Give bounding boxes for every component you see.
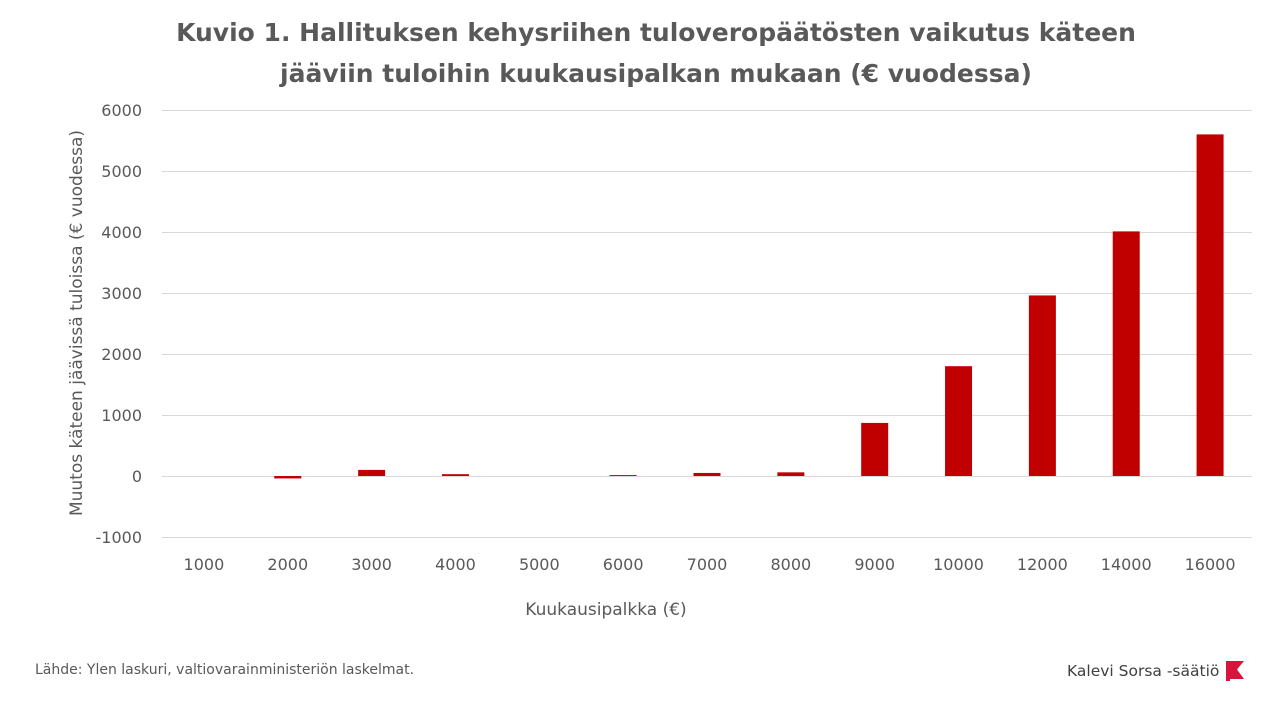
x-tick-label: 16000 [1185,555,1236,574]
x-tick-label: 7000 [687,555,728,574]
bar [609,475,637,476]
y-tick-label: 1000 [101,406,142,425]
gridlines [162,110,1252,538]
y-tick-label: 5000 [101,162,142,181]
bar [274,476,302,479]
x-tick-label: 14000 [1101,555,1152,574]
bar [777,472,805,476]
bar [945,366,973,476]
y-tick-label: 4000 [101,223,142,242]
bar [358,469,386,476]
x-tick-label: 4000 [435,555,476,574]
x-tick-label: 3000 [351,555,392,574]
x-tick-label: 12000 [1017,555,1068,574]
y-tick-label: 3000 [101,284,142,303]
x-tick-label: 5000 [519,555,560,574]
x-tick-label: 1000 [184,555,225,574]
bar [861,422,889,476]
y-tick-label: 6000 [101,101,142,120]
x-axis-tick-labels: 1000 2000 3000 4000 5000 6000 7000 8000 9000 1000… [184,555,1236,574]
bar [1028,295,1056,476]
bar [693,472,721,476]
bar [1196,134,1224,476]
x-axis-title: Kuukausipalkka (€) [525,600,686,620]
brand-name: Kalevi Sorsa -säätiö [1067,662,1220,680]
brand: Kalevi Sorsa -säätiö [1067,660,1245,682]
chart-title-line-1: Kuvio 1. Hallituksen kehysriihen tulover… [176,18,1136,47]
y-tick-label: 2000 [101,345,142,364]
y-axis-tick-labels: 6000 5000 4000 3000 2000 1000 0 -1000 [96,101,143,547]
source-note: Lähde: Ylen laskuri, valtiovarainministe… [35,662,415,678]
x-tick-label: 8000 [770,555,811,574]
chart-title: Kuvio 1. Hallituksen kehysriihen tulover… [0,12,1280,94]
bars [274,134,1224,479]
y-axis-title: Muutos käteen jäävissä tuloissa (€ vuode… [67,130,87,516]
brand-flag-icon [1226,661,1245,681]
x-tick-label: 9000 [854,555,895,574]
y-tick-label: -1000 [96,528,143,547]
x-tick-label: 2000 [267,555,308,574]
chart-title-line-2: jääviin tuloihin kuukausipalkan mukaan (… [280,59,1032,88]
bar [441,474,469,476]
bar [1112,231,1140,476]
y-tick-label: 0 [132,467,142,486]
x-tick-label: 10000 [933,555,984,574]
x-tick-label: 6000 [603,555,644,574]
